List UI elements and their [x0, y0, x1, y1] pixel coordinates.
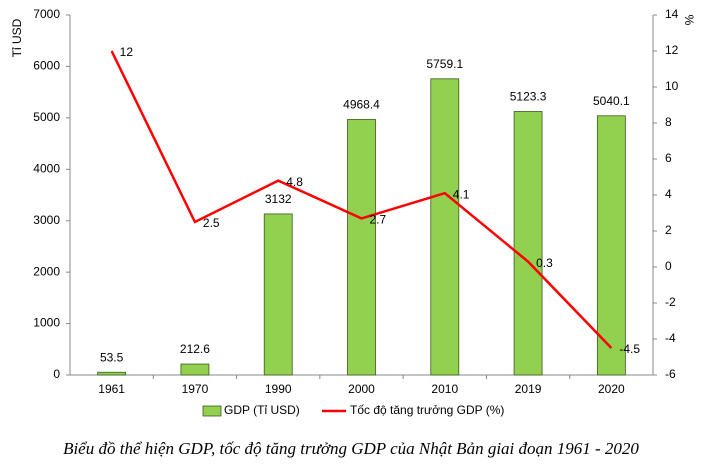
data-label: 4968.4 [343, 98, 380, 112]
bar [430, 78, 460, 376]
x-tick-label: 2019 [515, 382, 542, 396]
data-label: 4.1 [453, 187, 470, 201]
data-label: 2.7 [370, 213, 387, 227]
y2-tick-label: 2 [665, 223, 672, 237]
data-label: -4.5 [619, 342, 640, 356]
chart-title: Biểu đồ thể hiện GDP, tốc độ tăng trưởng… [63, 439, 639, 458]
data-label: 0.3 [536, 256, 553, 270]
y2-tick-label: 6 [665, 151, 672, 165]
x-tick-label: 2020 [598, 382, 625, 396]
data-label: 5040.1 [593, 94, 630, 108]
bar [180, 363, 210, 376]
x-tick-label: 2000 [348, 382, 375, 396]
y-tick-label: 6000 [33, 59, 60, 73]
data-label: 53.5 [100, 350, 124, 364]
x-tick-label: 1990 [265, 382, 292, 396]
data-label: 4.8 [286, 175, 303, 189]
y-tick-label: 2000 [33, 264, 60, 278]
bar [596, 115, 626, 376]
y2-tick-label: 4 [665, 187, 672, 201]
data-label: 2.5 [203, 216, 220, 230]
bar [513, 111, 543, 376]
y-tick-label: 3000 [33, 213, 60, 227]
y2-tick-label: -4 [665, 331, 676, 345]
y-tick-label: 4000 [33, 161, 60, 175]
data-label: 12 [120, 45, 134, 59]
y2-tick-label: 14 [665, 7, 679, 21]
bar [263, 213, 293, 376]
data-label: 5759.1 [426, 57, 463, 71]
x-tick-label: 1961 [98, 382, 125, 396]
y2-tick-label: -6 [665, 367, 676, 381]
y2-tick-label: 12 [665, 43, 679, 57]
bar [97, 371, 127, 376]
y-tick-label: 0 [53, 367, 60, 381]
y-tick-label: 5000 [33, 110, 60, 124]
legend-swatch [202, 405, 222, 417]
y-tick-label: 1000 [33, 316, 60, 330]
y2-tick-label: -2 [665, 295, 676, 309]
data-label: 212.6 [180, 342, 210, 356]
y2-tick-label: 0 [665, 259, 672, 273]
y2-tick-label: 10 [665, 79, 679, 93]
legend-label: GDP (Tỉ USD) [224, 403, 300, 417]
legend-label: Tốc độ tăng trưởng GDP (%) [350, 403, 504, 417]
bar [347, 119, 376, 376]
x-tick-label: 1970 [182, 382, 209, 396]
line [110, 50, 613, 349]
y2-axis-label: % [682, 15, 696, 26]
x-tick-label: 2010 [431, 382, 458, 396]
y2-tick-label: 8 [665, 115, 672, 129]
y-tick-label: 7000 [33, 7, 60, 21]
y-axis-label: Tỉ USD [10, 18, 24, 57]
data-label: 3132 [265, 192, 292, 206]
data-label: 5123.3 [510, 90, 547, 104]
